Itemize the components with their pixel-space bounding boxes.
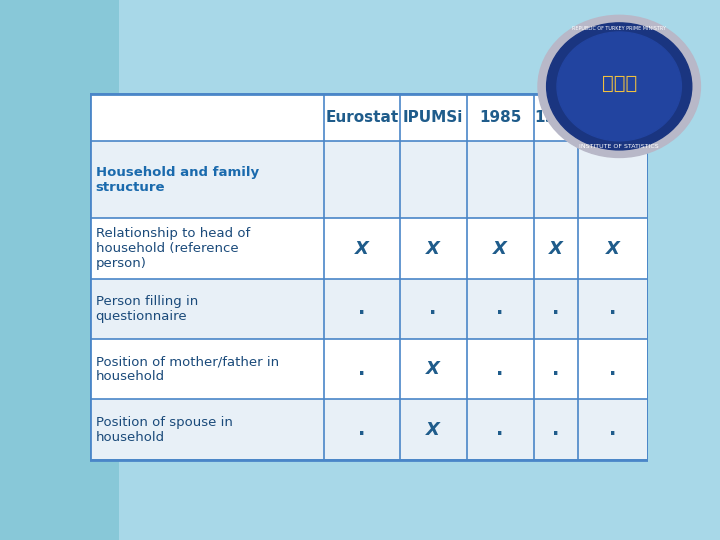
Bar xyxy=(90,94,648,140)
Text: IPUMSi: IPUMSi xyxy=(403,110,464,125)
Text: .: . xyxy=(359,300,366,319)
Text: .: . xyxy=(359,420,366,439)
Text: Person filling in
questionnaire: Person filling in questionnaire xyxy=(96,295,198,323)
Circle shape xyxy=(557,32,681,141)
Text: 2000: 2000 xyxy=(592,110,634,125)
Circle shape xyxy=(538,15,701,158)
Text: 1985: 1985 xyxy=(479,110,521,125)
Text: 👨‍👩‍👧: 👨‍👩‍👧 xyxy=(602,74,636,93)
Text: .: . xyxy=(552,300,559,319)
Text: .: . xyxy=(497,420,504,439)
Text: X: X xyxy=(426,421,440,438)
Bar xyxy=(90,94,648,460)
Bar xyxy=(90,219,648,279)
Text: Relationship to head of
household (reference
person): Relationship to head of household (refer… xyxy=(96,227,250,270)
Text: 1990: 1990 xyxy=(535,110,577,125)
Text: .: . xyxy=(552,420,559,439)
Bar xyxy=(90,140,648,219)
Text: Position of mother/father in
household: Position of mother/father in household xyxy=(96,355,279,383)
Text: .: . xyxy=(359,360,366,379)
Bar xyxy=(90,400,648,460)
Text: Household and family
structure: Household and family structure xyxy=(96,166,258,193)
Bar xyxy=(90,279,648,339)
Text: .: . xyxy=(609,420,617,439)
Bar xyxy=(90,94,648,460)
Text: X: X xyxy=(426,360,440,379)
Text: INSTITUTE OF STATISTICS: INSTITUTE OF STATISTICS xyxy=(580,144,659,150)
Text: .: . xyxy=(552,360,559,379)
Text: REPUBLIC OF TURKEY PRIME MINISTRY: REPUBLIC OF TURKEY PRIME MINISTRY xyxy=(572,26,666,31)
Text: Eurostat: Eurostat xyxy=(325,110,399,125)
Text: .: . xyxy=(497,300,504,319)
Text: .: . xyxy=(497,360,504,379)
Circle shape xyxy=(546,23,692,150)
Text: X: X xyxy=(493,240,507,258)
Bar xyxy=(90,339,648,400)
Text: .: . xyxy=(430,300,437,319)
Text: X: X xyxy=(606,240,620,258)
Text: .: . xyxy=(609,360,617,379)
Text: X: X xyxy=(426,240,440,258)
Text: X: X xyxy=(549,240,563,258)
Text: X: X xyxy=(355,240,369,258)
Text: .: . xyxy=(609,300,617,319)
Text: Position of spouse in
household: Position of spouse in household xyxy=(96,416,233,444)
